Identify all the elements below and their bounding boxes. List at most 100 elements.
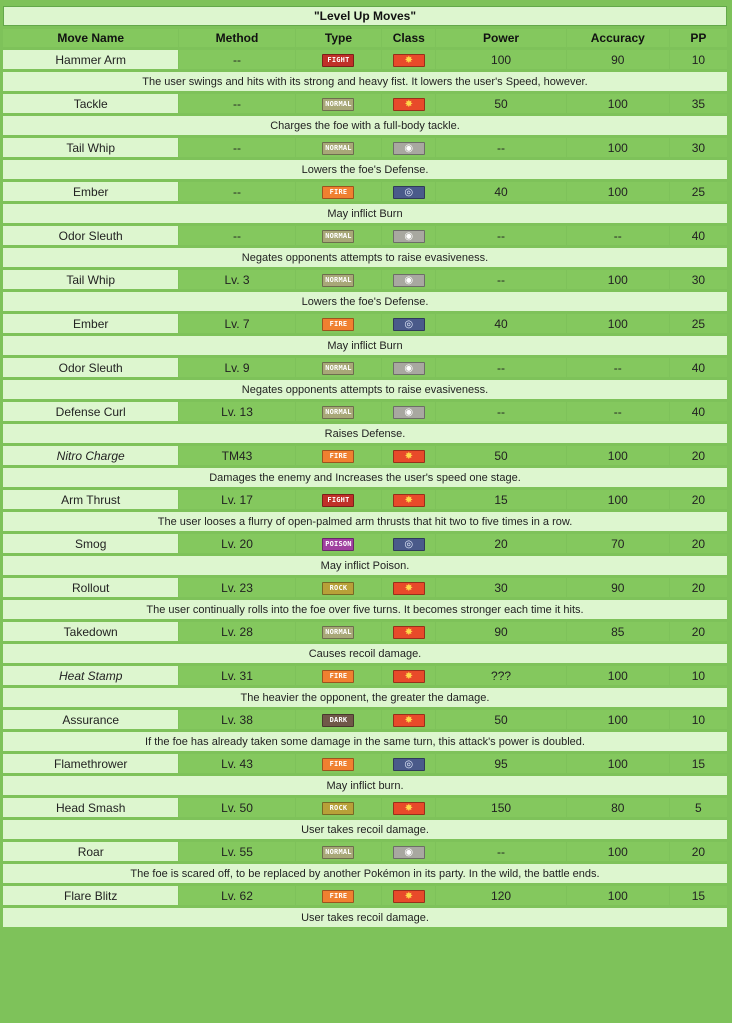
move-accuracy: 100 xyxy=(566,842,669,861)
type-badge: ROCK xyxy=(322,581,355,595)
description-row: The user swings and hits with its strong… xyxy=(3,72,727,91)
move-method: Lv. 28 xyxy=(179,622,295,641)
move-power: 20 xyxy=(436,534,566,553)
description-row: If the foe has already taken some damage… xyxy=(3,732,727,751)
type-badge: NORMAL xyxy=(322,273,355,287)
move-class: ◎ xyxy=(382,182,436,201)
special-icon: ◎ xyxy=(392,317,425,331)
move-row: Tail Whip Lv. 3 NORMAL ◉ -- 100 30 xyxy=(3,270,727,289)
move-power: 120 xyxy=(436,886,566,905)
type-badge: FIGHT xyxy=(322,493,355,507)
class-glyph: ◉ xyxy=(404,142,414,154)
move-type: FIRE xyxy=(295,314,382,333)
header-power: Power xyxy=(436,29,566,47)
move-description: The user continually rolls into the foe … xyxy=(3,600,727,619)
move-class: ✸ xyxy=(382,666,436,685)
header-accuracy: Accuracy xyxy=(566,29,669,47)
move-type: ROCK xyxy=(295,798,382,817)
move-accuracy: 100 xyxy=(566,710,669,729)
move-type: NORMAL xyxy=(295,138,382,157)
move-accuracy: 100 xyxy=(566,182,669,201)
move-pp: 30 xyxy=(669,138,727,157)
move-type: FIRE xyxy=(295,754,382,773)
move-name: Smog xyxy=(3,534,179,553)
move-class: ◉ xyxy=(382,402,436,421)
class-glyph: ✸ xyxy=(404,54,413,66)
type-badge: FIRE xyxy=(322,449,355,463)
status-icon: ◉ xyxy=(392,845,425,859)
class-glyph: ◉ xyxy=(404,274,414,286)
move-power: -- xyxy=(436,402,566,421)
description-row: May inflict Poison. xyxy=(3,556,727,575)
move-row: Flare Blitz Lv. 62 FIRE ✸ 120 100 15 xyxy=(3,886,727,905)
move-power: 100 xyxy=(436,50,566,69)
description-row: May inflict burn. xyxy=(3,776,727,795)
move-power: 50 xyxy=(436,446,566,465)
move-name: Arm Thrust xyxy=(3,490,179,509)
move-power: 40 xyxy=(436,314,566,333)
move-type: FIRE xyxy=(295,182,382,201)
class-glyph: ✸ xyxy=(404,890,413,902)
move-power: 50 xyxy=(436,710,566,729)
move-name: Ember xyxy=(3,314,179,333)
move-row: Smog Lv. 20 POISON ◎ 20 70 20 xyxy=(3,534,727,553)
move-accuracy: 100 xyxy=(566,886,669,905)
move-name: Assurance xyxy=(3,710,179,729)
move-class: ◉ xyxy=(382,270,436,289)
move-type: FIRE xyxy=(295,446,382,465)
move-class: ◎ xyxy=(382,314,436,333)
type-badge: FIRE xyxy=(322,185,355,199)
type-badge: NORMAL xyxy=(322,361,355,375)
class-glyph: ✸ xyxy=(404,494,413,506)
move-method: Lv. 20 xyxy=(179,534,295,553)
move-row: Odor Sleuth -- NORMAL ◉ -- -- 40 xyxy=(3,226,727,245)
description-row: May inflict Burn xyxy=(3,336,727,355)
move-name: Tail Whip xyxy=(3,270,179,289)
move-power: 150 xyxy=(436,798,566,817)
move-name: Flare Blitz xyxy=(3,886,179,905)
class-glyph: ◎ xyxy=(404,318,414,330)
move-row: Tackle -- NORMAL ✸ 50 100 35 xyxy=(3,94,727,113)
physical-icon: ✸ xyxy=(392,53,425,67)
move-row: Rollout Lv. 23 ROCK ✸ 30 90 20 xyxy=(3,578,727,597)
move-row: Takedown Lv. 28 NORMAL ✸ 90 85 20 xyxy=(3,622,727,641)
type-badge: NORMAL xyxy=(322,229,355,243)
move-accuracy: 100 xyxy=(566,490,669,509)
move-name: Rollout xyxy=(3,578,179,597)
move-power: -- xyxy=(436,270,566,289)
description-row: The foe is scared off, to be replaced by… xyxy=(3,864,727,883)
move-class: ◉ xyxy=(382,358,436,377)
move-row: Assurance Lv. 38 DARK ✸ 50 100 10 xyxy=(3,710,727,729)
move-name: Defense Curl xyxy=(3,402,179,421)
move-method: TM43 xyxy=(179,446,295,465)
physical-icon: ✸ xyxy=(392,801,425,815)
move-power: 15 xyxy=(436,490,566,509)
move-description: User takes recoil damage. xyxy=(3,908,727,927)
move-name: Odor Sleuth xyxy=(3,358,179,377)
move-class: ✸ xyxy=(382,94,436,113)
move-accuracy: 90 xyxy=(566,578,669,597)
status-icon: ◉ xyxy=(392,229,425,243)
class-glyph: ◎ xyxy=(404,538,414,550)
move-name: Roar xyxy=(3,842,179,861)
move-name: Heat Stamp xyxy=(3,666,179,685)
type-badge: NORMAL xyxy=(322,141,355,155)
move-description: Raises Defense. xyxy=(3,424,727,443)
move-type: FIRE xyxy=(295,886,382,905)
physical-icon: ✸ xyxy=(392,713,425,727)
move-method: Lv. 38 xyxy=(179,710,295,729)
move-row: Roar Lv. 55 NORMAL ◉ -- 100 20 xyxy=(3,842,727,861)
move-row: Hammer Arm -- FIGHT ✸ 100 90 10 xyxy=(3,50,727,69)
move-pp: 20 xyxy=(669,490,727,509)
move-row: Defense Curl Lv. 13 NORMAL ◉ -- -- 40 xyxy=(3,402,727,421)
special-icon: ◎ xyxy=(392,537,425,551)
table-title: "Level Up Moves" xyxy=(3,6,727,26)
move-name: Hammer Arm xyxy=(3,50,179,69)
move-pp: 20 xyxy=(669,534,727,553)
move-name: Takedown xyxy=(3,622,179,641)
move-description: Causes recoil damage. xyxy=(3,644,727,663)
class-glyph: ✸ xyxy=(404,626,413,638)
move-class: ✸ xyxy=(382,886,436,905)
move-power: -- xyxy=(436,138,566,157)
move-accuracy: 90 xyxy=(566,50,669,69)
